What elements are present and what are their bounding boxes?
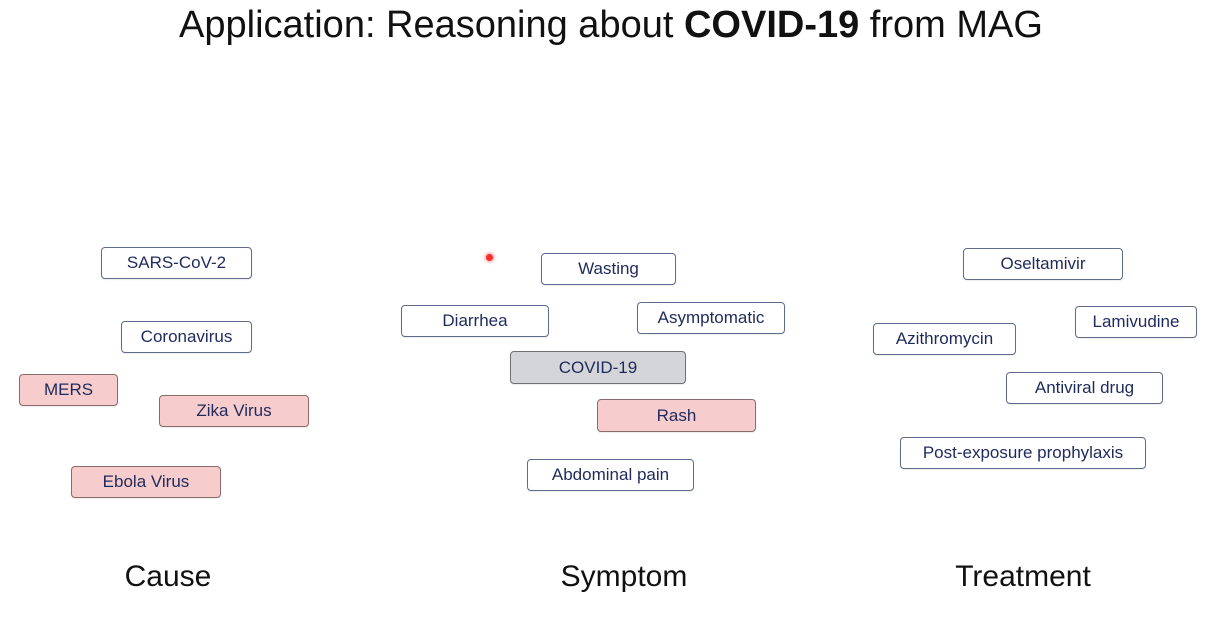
node-azithromycin: Azithromycin	[873, 323, 1016, 355]
node-ebola-virus: Ebola Virus	[71, 466, 221, 498]
column-label-cause: Cause	[124, 560, 212, 593]
node-lamivudine: Lamivudine	[1075, 306, 1197, 338]
node-asymptomatic: Asymptomatic	[637, 302, 785, 334]
column-label-symptom: Symptom	[560, 560, 688, 593]
node-covid-19: COVID-19	[510, 351, 686, 384]
node-abdominal-pain: Abdominal pain	[527, 459, 694, 491]
node-coronavirus: Coronavirus	[121, 321, 252, 353]
node-diarrhea: Diarrhea	[401, 305, 549, 337]
laser-pointer-icon	[486, 254, 493, 261]
node-post-exposure-prophylaxis: Post-exposure prophylaxis	[900, 437, 1146, 469]
node-wasting: Wasting	[541, 253, 676, 285]
node-oseltamivir: Oseltamivir	[963, 248, 1123, 280]
title-prefix: Application: Reasoning about	[179, 4, 684, 46]
node-sars-cov-2: SARS-CoV-2	[101, 247, 252, 279]
slide-title: Application: Reasoning about COVID-19 fr…	[0, 2, 1222, 48]
title-bold: COVID-19	[683, 4, 860, 46]
column-label-treatment: Treatment	[955, 560, 1091, 593]
node-antiviral-drug: Antiviral drug	[1006, 372, 1163, 404]
node-zika-virus: Zika Virus	[159, 395, 309, 427]
node-rash: Rash	[597, 399, 756, 432]
node-mers: MERS	[19, 374, 118, 406]
title-suffix: from MAG	[859, 4, 1043, 46]
